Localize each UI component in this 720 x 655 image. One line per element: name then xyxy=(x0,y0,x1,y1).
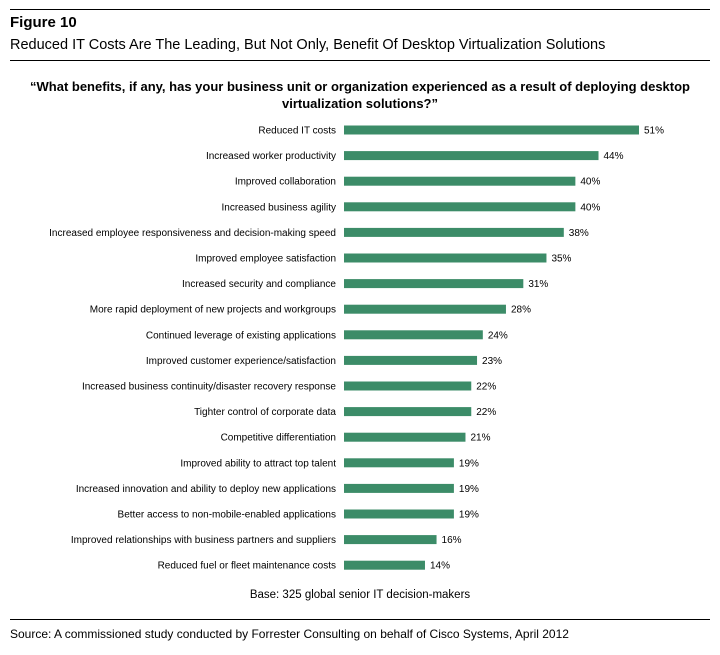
title-rule xyxy=(10,60,710,61)
figure-label: Figure 10 xyxy=(10,14,77,31)
category-label: Increased innovation and ability to depl… xyxy=(76,484,336,495)
bar xyxy=(344,176,576,186)
category-label: More rapid deployment of new projects an… xyxy=(90,305,336,316)
source-rule xyxy=(10,619,710,620)
bar xyxy=(344,432,466,442)
value-label: 38% xyxy=(569,228,589,239)
value-label: 22% xyxy=(476,382,496,393)
value-label: 21% xyxy=(470,433,490,444)
value-label: 16% xyxy=(442,535,462,546)
value-label: 23% xyxy=(482,356,502,367)
category-label: Improved ability to attract top talent xyxy=(180,458,336,469)
value-label: 22% xyxy=(476,407,496,418)
value-label: 40% xyxy=(580,177,600,188)
bar xyxy=(344,535,437,545)
category-label: Improved employee satisfaction xyxy=(195,254,336,265)
category-label: Competitive differentiation xyxy=(221,433,336,444)
bar xyxy=(344,304,506,314)
source-note: Source: A commissioned study conducted b… xyxy=(10,627,569,641)
value-label: 19% xyxy=(459,458,479,469)
category-label: Increased security and compliance xyxy=(182,279,336,290)
category-label: Tighter control of corporate data xyxy=(194,407,336,418)
chart-question: “What benefits, if any, has your busines… xyxy=(30,79,690,111)
category-label: Increased business agility xyxy=(221,202,336,213)
value-label: 51% xyxy=(644,126,664,137)
bar xyxy=(344,202,576,212)
category-label: Increased worker productivity xyxy=(206,151,336,162)
bar xyxy=(344,151,599,161)
category-label: Reduced fuel or fleet maintenance costs xyxy=(158,561,336,572)
bar xyxy=(344,279,524,289)
bar xyxy=(344,560,425,570)
category-label: Improved customer experience/satisfactio… xyxy=(146,356,336,367)
value-label: 35% xyxy=(551,254,571,265)
value-label: 28% xyxy=(511,305,531,316)
bar xyxy=(344,253,547,263)
bar xyxy=(344,381,472,391)
bar xyxy=(344,125,639,135)
category-label: Continued leverage of existing applicati… xyxy=(146,330,336,341)
base-note: Base: 325 global senior IT decision-make… xyxy=(249,589,471,601)
value-label: 19% xyxy=(459,484,479,495)
bar xyxy=(344,509,454,519)
bar xyxy=(344,483,454,493)
value-label: 24% xyxy=(488,330,508,341)
category-label: Improved relationships with business par… xyxy=(71,535,336,546)
category-label: Reduced IT costs xyxy=(258,126,336,137)
category-label: Increased employee responsiveness and de… xyxy=(49,228,336,239)
value-label: 14% xyxy=(430,561,450,572)
value-label: 44% xyxy=(604,151,624,162)
bar-chart: Reduced IT costs 51% Increased worker prod… xyxy=(49,125,664,572)
figure-title: Reduced IT Costs Are The Leading, But No… xyxy=(10,37,606,53)
bar xyxy=(344,227,564,237)
category-label: Improved collaboration xyxy=(235,177,336,188)
bar xyxy=(344,355,478,365)
bar xyxy=(344,458,454,468)
value-label: 40% xyxy=(580,202,600,213)
bar xyxy=(344,407,472,417)
top-rule xyxy=(10,9,710,10)
category-label: Better access to non-mobile-enabled appl… xyxy=(118,510,336,521)
bar xyxy=(344,330,483,340)
value-label: 19% xyxy=(459,510,479,521)
value-label: 31% xyxy=(528,279,548,290)
category-label: Increased business continuity/disaster r… xyxy=(82,382,336,393)
